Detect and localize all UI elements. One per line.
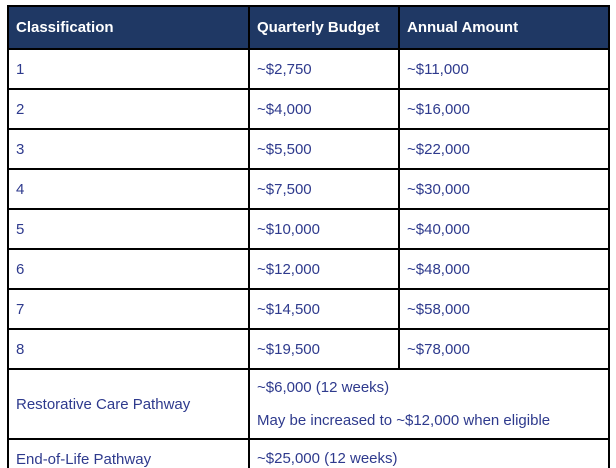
pathway-label-cell: End-of-Life Pathway xyxy=(7,438,250,468)
classification-cell: 5 xyxy=(7,208,250,250)
quarterly-budget-cell: ~$10,000 xyxy=(248,208,400,250)
classification-cell: 3 xyxy=(7,128,250,170)
annual-amount-cell: ~$48,000 xyxy=(398,248,610,290)
quarterly-budget-cell: ~$12,000 xyxy=(248,248,400,290)
header-annual-amount: Annual Amount xyxy=(398,5,610,50)
budget-table: Classification Quarterly Budget Annual A… xyxy=(7,5,610,468)
quarterly-budget-cell: ~$7,500 xyxy=(248,168,400,210)
classification-cell: 4 xyxy=(7,168,250,210)
pathway-detail-cell: ~$6,000 (12 weeks) May be increased to ~… xyxy=(248,368,610,440)
quarterly-budget-cell: ~$2,750 xyxy=(248,48,400,90)
pathway-row-end-of-life: End-of-Life Pathway ~$25,000 (12 weeks) xyxy=(7,438,610,468)
table-row: 1 ~$2,750 ~$11,000 xyxy=(7,48,610,90)
pathway-detail-cell: ~$25,000 (12 weeks) xyxy=(248,438,610,468)
table-row: 8 ~$19,500 ~$78,000 xyxy=(7,328,610,370)
table-row: 2 ~$4,000 ~$16,000 xyxy=(7,88,610,130)
pathway-row-restorative: Restorative Care Pathway ~$6,000 (12 wee… xyxy=(7,368,610,440)
classification-cell: 6 xyxy=(7,248,250,290)
classification-cell: 2 xyxy=(7,88,250,130)
annual-amount-cell: ~$78,000 xyxy=(398,328,610,370)
annual-amount-cell: ~$30,000 xyxy=(398,168,610,210)
annual-amount-cell: ~$11,000 xyxy=(398,48,610,90)
table-row: 4 ~$7,500 ~$30,000 xyxy=(7,168,610,210)
classification-cell: 8 xyxy=(7,328,250,370)
table-row: 3 ~$5,500 ~$22,000 xyxy=(7,128,610,170)
pathway-detail-line: ~$25,000 (12 weeks) xyxy=(257,450,398,467)
pathway-detail-line: ~$6,000 (12 weeks) xyxy=(257,378,390,396)
header-quarterly-budget: Quarterly Budget xyxy=(248,5,400,50)
annual-amount-cell: ~$16,000 xyxy=(398,88,610,130)
header-row: Classification Quarterly Budget Annual A… xyxy=(7,5,610,50)
table-row: 7 ~$14,500 ~$58,000 xyxy=(7,288,610,330)
quarterly-budget-cell: ~$14,500 xyxy=(248,288,400,330)
classification-cell: 1 xyxy=(7,48,250,90)
header-classification: Classification xyxy=(7,5,250,50)
quarterly-budget-cell: ~$5,500 xyxy=(248,128,400,170)
classification-cell: 7 xyxy=(7,288,250,330)
annual-amount-cell: ~$40,000 xyxy=(398,208,610,250)
pathway-label-cell: Restorative Care Pathway xyxy=(7,368,250,440)
annual-amount-cell: ~$22,000 xyxy=(398,128,610,170)
quarterly-budget-cell: ~$4,000 xyxy=(248,88,400,130)
annual-amount-cell: ~$58,000 xyxy=(398,288,610,330)
table-row: 6 ~$12,000 ~$48,000 xyxy=(7,248,610,290)
quarterly-budget-cell: ~$19,500 xyxy=(248,328,400,370)
table-row: 5 ~$10,000 ~$40,000 xyxy=(7,208,610,250)
pathway-detail-line: May be increased to ~$12,000 when eligib… xyxy=(257,411,551,429)
